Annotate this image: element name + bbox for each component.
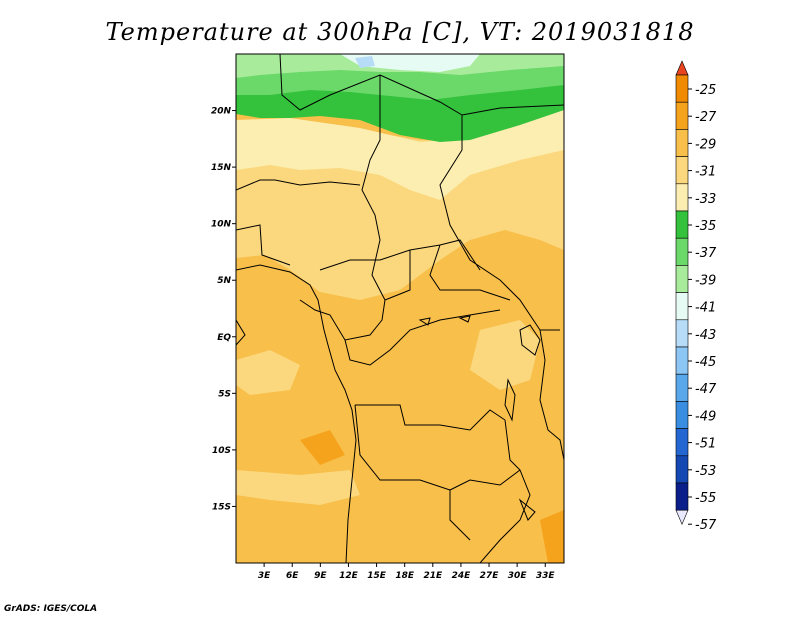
colorbar-label: -49 [695, 409, 716, 424]
colorbar-label: -45 [695, 355, 716, 370]
lon-tick-label: 12E [339, 571, 359, 581]
colorbar-swatch [675, 210, 689, 239]
colorbar-swatch [675, 401, 689, 429]
colorbar-label: -47 [695, 382, 717, 397]
colorbar-swatch [675, 482, 689, 511]
colorbar-label: -25 [695, 83, 716, 98]
band-43 [340, 54, 480, 72]
colorbar-swatch [675, 74, 689, 103]
lat-tick-label: 20N [211, 107, 232, 117]
colorbar-label: -41 [695, 301, 716, 316]
colorbar-swatch [675, 101, 689, 130]
colorbar-swatch [675, 455, 689, 484]
colorbar-label: -55 [695, 491, 716, 506]
colorbar-swatch [675, 428, 689, 457]
colorbar-swatch [675, 319, 689, 348]
lon-axis: 3E 6E 9E 12E 15E 18E 21E 24E 27E 30E 33E [258, 563, 556, 581]
band-35 [236, 105, 564, 200]
lat-tick-label: 15N [211, 163, 232, 173]
colorbar-swatch [675, 373, 689, 402]
colorbar: -25 -27 -29 -31 -33 -35 -37 -39 -41 -43 -45 -47 -49 -… [675, 60, 717, 533]
colorbar-label: -33 [695, 192, 716, 207]
lon-tick-label: 6E [286, 571, 299, 581]
colorbar-label: -53 [695, 464, 716, 479]
lon-tick-label: 3E [258, 571, 271, 581]
band-33-pocket-1 [236, 350, 300, 395]
colorbar-label: -31 [695, 165, 716, 180]
colorbar-swatch [675, 346, 689, 375]
colorbar-label: -57 [695, 518, 717, 533]
colorbar-swatch [675, 292, 689, 321]
lat-tick-label: 15S [212, 502, 231, 512]
lat-tick-label: 10S [212, 446, 231, 456]
lon-tick-label: 27E [480, 571, 500, 581]
colorbar-top-arrow [675, 60, 689, 76]
lat-tick-label: 5S [218, 389, 231, 399]
lon-tick-label: 18E [395, 571, 415, 581]
band-29-pocket-1 [300, 430, 345, 465]
coastline [236, 264, 357, 563]
map-title: Temperature at 300hPa [C], VT: 201903181… [105, 18, 695, 46]
colorbar-label: -29 [695, 137, 716, 152]
lon-tick-label: 30E [508, 571, 528, 581]
lon-tick-label: 15E [367, 571, 387, 581]
lat-tick-label: EQ [217, 333, 231, 343]
colorbar-swatch [675, 265, 689, 293]
lat-tick-label: 5N [217, 276, 231, 286]
border-lines [236, 54, 564, 563]
colorbar-label: -39 [695, 273, 716, 288]
colorbar-label: -37 [695, 246, 717, 261]
lon-tick-label: 9E [314, 571, 327, 581]
band-45 [355, 56, 375, 68]
borders [236, 54, 564, 563]
lat-tick-label: 10N [211, 220, 232, 230]
lat-axis: 20N 15N 10N 5N EQ 5S 10S 15S [211, 107, 236, 512]
colorbar-swatch [675, 129, 689, 157]
colorbar-label: -35 [695, 219, 716, 234]
colorbar-label: -27 [695, 110, 717, 125]
band-33-pocket-3 [236, 470, 360, 505]
colorbar-label: -51 [695, 437, 716, 452]
lon-tick-label: 21E [423, 571, 443, 581]
colorbar-swatch [675, 237, 689, 266]
lakes [418, 315, 541, 521]
band-33-pocket-2 [470, 320, 540, 390]
band-29-pocket-2 [540, 510, 564, 563]
map-frame [235, 53, 565, 564]
lon-tick-label: 33E [536, 571, 556, 581]
colorbar-swatch [675, 183, 689, 212]
colorbar-swatch [675, 156, 689, 185]
lon-tick-label: 24E [452, 571, 472, 581]
credit-text: GrADS: IGES/COLA [4, 604, 98, 614]
colorbar-label: -43 [695, 328, 716, 343]
colorbar-bottom-arrow [675, 509, 689, 525]
temperature-field [236, 54, 564, 563]
